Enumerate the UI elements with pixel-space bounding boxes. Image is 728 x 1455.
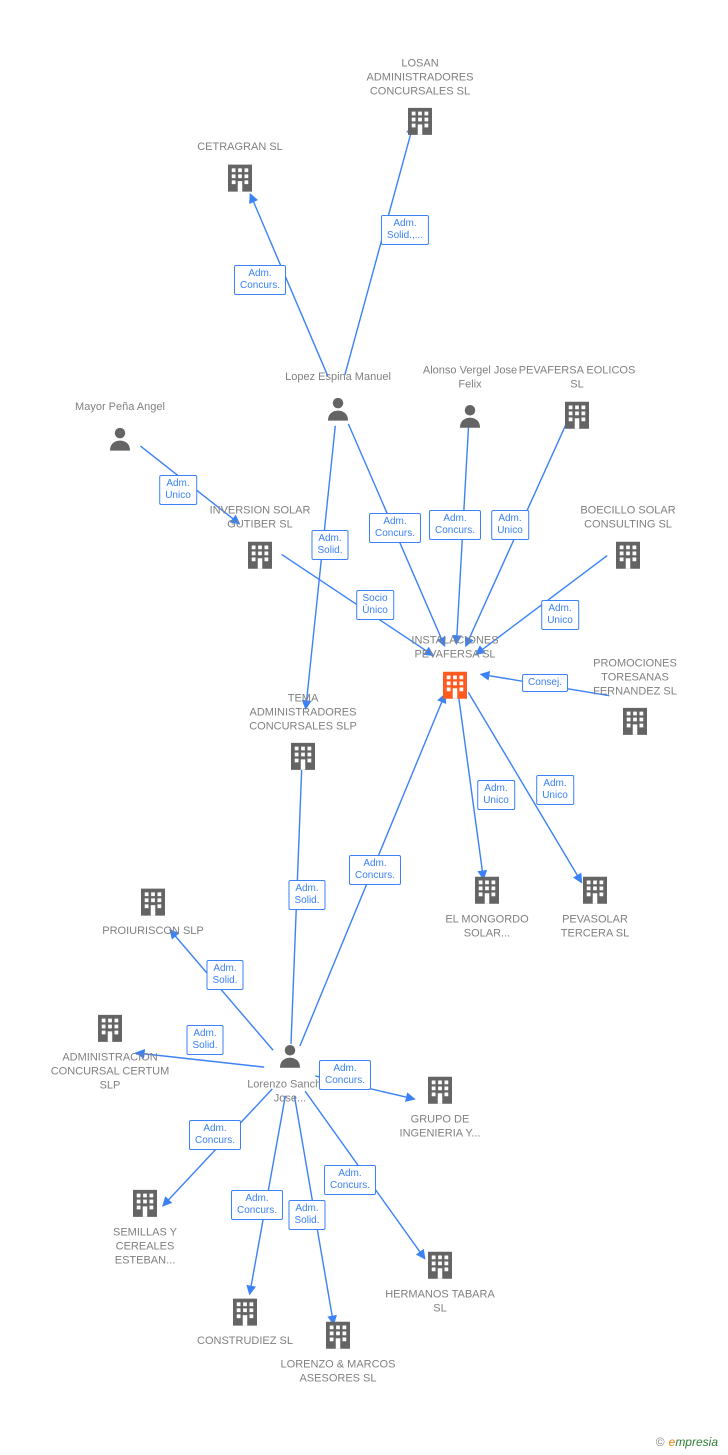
edge-label: Adm. Concurs. xyxy=(189,1120,241,1150)
person-icon xyxy=(60,417,180,459)
company-node[interactable]: CETRAGRAN SL xyxy=(180,141,300,199)
company-node[interactable]: LORENZO & MARCOS ASESORES SL xyxy=(278,1314,398,1386)
edge-label: Adm. Concurs. xyxy=(319,1060,371,1090)
building-icon xyxy=(360,101,480,143)
edge-label: Adm. Concurs. xyxy=(349,855,401,885)
building-icon xyxy=(535,869,655,911)
node-label: PEVASOLAR TERCERA SL xyxy=(535,913,655,941)
person-icon xyxy=(410,394,530,436)
node-label: HERMANOS TABARA SL xyxy=(380,1288,500,1316)
node-label: Alonso Vergel Jose Felix xyxy=(410,364,530,392)
building-icon xyxy=(85,1182,205,1224)
building-icon xyxy=(517,394,637,436)
edge-label: Adm. Unico xyxy=(491,510,529,540)
node-label: INVERSION SOLAR GUTIBER SL xyxy=(200,504,320,532)
building-icon xyxy=(50,1007,170,1049)
building-icon xyxy=(243,736,363,778)
copyright-symbol: © xyxy=(656,1435,665,1449)
person-icon xyxy=(278,387,398,429)
node-label: Mayor Peña Angel xyxy=(60,401,180,415)
node-label: LOSAN ADMINISTRADORES CONCURSALES SL xyxy=(360,57,480,98)
building-icon xyxy=(568,534,688,576)
node-label: Lopez Espina Manuel xyxy=(278,371,398,385)
company-node[interactable]: PROIURISCON SLP xyxy=(93,881,213,939)
building-icon xyxy=(278,1314,398,1356)
company-node[interactable]: GRUPO DE INGENIERIA Y... xyxy=(380,1069,500,1141)
edge-label: Adm. Unico xyxy=(536,775,574,805)
person-node[interactable]: Mayor Peña Angel xyxy=(60,401,180,459)
company-node[interactable]: LOSAN ADMINISTRADORES CONCURSALES SL xyxy=(360,57,480,142)
edge-label: Adm. Concurs. xyxy=(369,513,421,543)
company-node[interactable]: TEMA ADMINISTRADORES CONCURSALES SLP xyxy=(243,692,363,777)
building-icon xyxy=(93,881,213,923)
edge-label: Adm. Unico xyxy=(541,600,579,630)
network-diagram: LOSAN ADMINISTRADORES CONCURSALES SL CET… xyxy=(0,0,728,1455)
edge-label: Adm. Concurs. xyxy=(429,510,481,540)
person-node[interactable]: Lopez Espina Manuel xyxy=(278,371,398,429)
company-node[interactable]: INSTALACIONES PEVAFERSA SL xyxy=(395,634,515,706)
company-node[interactable]: SEMILLAS Y CEREALES ESTEBAN... xyxy=(85,1182,205,1267)
node-label: TEMA ADMINISTRADORES CONCURSALES SLP xyxy=(243,692,363,733)
edge-label: Adm. Concurs. xyxy=(324,1165,376,1195)
watermark: ©empresia xyxy=(656,1435,718,1449)
building-icon xyxy=(200,534,320,576)
node-label: PROIURISCON SLP xyxy=(93,925,213,939)
building-icon xyxy=(380,1069,500,1111)
node-label: CETRAGRAN SL xyxy=(180,141,300,155)
company-node[interactable]: ADMINISTRACION CONCURSAL CERTUM SLP xyxy=(50,1007,170,1092)
building-icon xyxy=(380,1244,500,1286)
node-label: SEMILLAS Y CEREALES ESTEBAN... xyxy=(85,1226,205,1267)
edge-line xyxy=(345,125,413,375)
company-node[interactable]: PEVAFERSA EOLICOS SL xyxy=(517,364,637,436)
edge-label: Adm. Concurs. xyxy=(234,265,286,295)
edge-label: Adm. Solid. xyxy=(288,880,325,910)
node-label: ADMINISTRACION CONCURSAL CERTUM SLP xyxy=(50,1051,170,1092)
building-icon xyxy=(180,157,300,199)
edge-label: Adm. Solid. xyxy=(288,1200,325,1230)
edge-label: Adm. Solid.,... xyxy=(381,215,429,245)
node-label: GRUPO DE INGENIERIA Y... xyxy=(380,1113,500,1141)
node-label: BOECILLO SOLAR CONSULTING SL xyxy=(568,504,688,532)
company-node[interactable]: BOECILLO SOLAR CONSULTING SL xyxy=(568,504,688,576)
edge-label: Adm. Solid. xyxy=(206,960,243,990)
node-label: EL MONGORDO SOLAR... xyxy=(427,913,547,941)
node-label: INSTALACIONES PEVAFERSA SL xyxy=(395,634,515,662)
edge-label: Consej. xyxy=(522,674,568,692)
building-icon xyxy=(395,664,515,706)
brand-rest: mpresia xyxy=(675,1435,718,1449)
edge-label: Socio Único xyxy=(356,590,394,620)
company-node[interactable]: PROMOCIONES TORESANAS FERNANDEZ SL xyxy=(575,657,695,742)
edge-label: Adm. Concurs. xyxy=(231,1190,283,1220)
node-label: PEVAFERSA EOLICOS SL xyxy=(517,364,637,392)
node-label: LORENZO & MARCOS ASESORES SL xyxy=(278,1358,398,1386)
node-label: PROMOCIONES TORESANAS FERNANDEZ SL xyxy=(575,657,695,698)
company-node[interactable]: EL MONGORDO SOLAR... xyxy=(427,869,547,941)
building-icon xyxy=(427,869,547,911)
edge-label: Adm. Solid. xyxy=(186,1025,223,1055)
edge-label: Adm. Unico xyxy=(477,780,515,810)
company-node[interactable]: PEVASOLAR TERCERA SL xyxy=(535,869,655,941)
edge-label: Adm. Solid. xyxy=(311,530,348,560)
building-icon xyxy=(575,701,695,743)
person-node[interactable]: Alonso Vergel Jose Felix xyxy=(410,364,530,436)
company-node[interactable]: HERMANOS TABARA SL xyxy=(380,1244,500,1316)
edge-label: Adm. Unico xyxy=(159,475,197,505)
company-node[interactable]: INVERSION SOLAR GUTIBER SL xyxy=(200,504,320,576)
